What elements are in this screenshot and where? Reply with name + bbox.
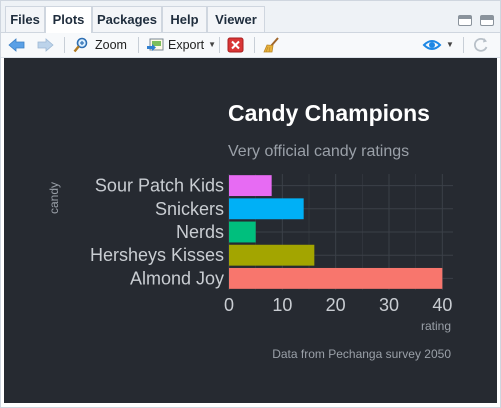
bar — [229, 221, 256, 243]
bar — [229, 198, 304, 220]
refresh-icon — [474, 37, 488, 52]
toolbar-separator — [138, 37, 139, 53]
chart-caption: Data from Pechanga survey 2050 — [272, 347, 451, 361]
export-menu-button[interactable]: Export ▼ — [147, 36, 216, 54]
y-tick-label: Hersheys Kisses — [90, 245, 224, 265]
forward-button[interactable] — [37, 36, 54, 54]
toolbar-separator — [463, 37, 464, 53]
bar — [229, 244, 315, 266]
remove-plot-button[interactable] — [227, 36, 244, 54]
tab-help[interactable]: Help — [162, 6, 207, 32]
clear-plots-button[interactable] — [263, 36, 280, 54]
y-tick-label: Snickers — [155, 199, 224, 219]
x-tick-label: 10 — [272, 295, 292, 315]
y-axis-title: candy — [47, 182, 61, 214]
chevron-down-icon: ▼ — [446, 40, 454, 49]
maximize-pane-button[interactable] — [480, 15, 494, 26]
broom-icon — [263, 37, 279, 53]
chart-title: Candy Champions — [228, 100, 430, 126]
zoom-button[interactable]: Zoom — [73, 36, 127, 54]
tab-viewer[interactable]: Viewer — [207, 6, 265, 32]
x-tick-label: 0 — [224, 295, 234, 315]
zoom-icon — [73, 37, 88, 53]
tab-plots[interactable]: Plots — [45, 6, 92, 33]
x-tick-label: 20 — [326, 295, 346, 315]
bar — [229, 175, 272, 197]
chart-subtitle: Very official candy ratings — [228, 143, 409, 160]
refresh-button[interactable] — [473, 36, 489, 54]
x-tick-labels: 0 10 20 30 40 — [224, 295, 452, 315]
export-label: Export — [168, 38, 205, 52]
publish-button[interactable]: ▼ — [422, 36, 454, 54]
y-tick-label: Almond Joy — [130, 268, 224, 288]
x-tick-label: 30 — [379, 295, 399, 315]
y-tick-label: Nerds — [176, 222, 224, 242]
tab-packages[interactable]: Packages — [92, 6, 162, 32]
plots-toolbar: Zoom Export ▼ ▼ — [1, 33, 500, 58]
candy-bar-chart: Candy Champions Very official candy rati… — [47, 100, 453, 361]
export-icon — [147, 38, 164, 51]
bars — [229, 175, 443, 289]
toolbar-separator — [254, 37, 255, 53]
remove-plot-icon — [227, 37, 244, 53]
toolbar-separator — [219, 37, 220, 53]
zoom-label: Zoom — [95, 38, 127, 52]
x-axis-title: rating — [421, 319, 451, 333]
window-controls — [454, 13, 494, 31]
publish-icon — [422, 40, 442, 50]
back-button[interactable] — [8, 36, 25, 54]
back-arrow-icon — [8, 38, 25, 52]
y-tick-label: Sour Patch Kids — [95, 176, 224, 196]
toolbar-separator — [64, 37, 65, 53]
pane-tab-bar: Files Plots Packages Help Viewer — [1, 1, 500, 33]
forward-arrow-icon — [37, 38, 54, 52]
plot-viewer: Candy Champions Very official candy rati… — [4, 58, 497, 403]
bar — [229, 267, 443, 289]
tab-files[interactable]: Files — [5, 6, 45, 32]
y-tick-labels: Almond Joy Hersheys Kisses Nerds Snickers So… — [90, 176, 224, 289]
x-tick-label: 40 — [432, 295, 452, 315]
chevron-down-icon: ▼ — [208, 40, 217, 49]
minimize-pane-button[interactable] — [457, 15, 472, 26]
